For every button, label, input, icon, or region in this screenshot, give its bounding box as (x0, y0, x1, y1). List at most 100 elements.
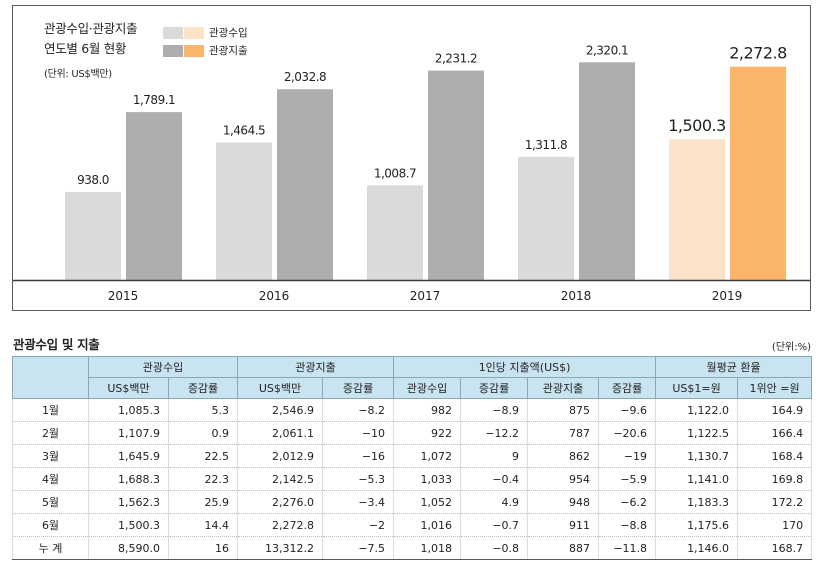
table-cell: 1,052 (393, 490, 462, 514)
table-cell: −16 (322, 444, 395, 468)
table-cell: 22.5 (167, 444, 239, 468)
expense-value-label: 2,231.2 (435, 52, 477, 66)
table-row: 3월 1,645.9 22.5 2,012.9 −16 1,072 9 862 −19 1,130… (12, 444, 813, 468)
table-cell: 8,590.0 (88, 536, 169, 560)
table-cell: 1,085.3 (88, 398, 169, 422)
bar-expense (126, 112, 182, 280)
income-value-label: 1,464.5 (223, 124, 265, 138)
legend-income-label: 관광수입 (209, 27, 248, 39)
table-cell: −0.7 (460, 513, 529, 537)
row-label: 5월 (12, 490, 89, 514)
table-row: 4월 1,688.3 22.3 2,142.5 −5.3 1,033 −0.4 954 −5.9… (12, 467, 813, 491)
table-cell: −9.6 (598, 398, 657, 422)
chart-unit-label: (단위: US$백만) (44, 69, 112, 80)
table-cell: −6.2 (598, 490, 657, 514)
table-cell: 787 (527, 421, 600, 445)
table-cell: 169.8 (737, 467, 813, 491)
table-cell: 4.9 (460, 490, 529, 514)
table-cell: 5.3 (167, 398, 239, 422)
table-cell: 1,033 (393, 467, 462, 491)
table-cell: 1,146.0 (655, 536, 739, 560)
table-cell: 1,500.3 (88, 513, 169, 537)
header-expense: 관광지출 (237, 356, 395, 378)
bar-income (669, 139, 725, 280)
subheader-cell: US$1=원 (655, 377, 739, 399)
legend-expense-swatch-highlight (184, 44, 204, 57)
table-cell: 1,016 (393, 513, 462, 537)
expense-value-label: 2,032.8 (284, 70, 326, 84)
table-cell: 1,175.6 (655, 513, 739, 537)
table-cell: 2,546.9 (237, 398, 324, 422)
income-value-label: 1,311.8 (525, 138, 567, 152)
table-cell: −0.8 (460, 536, 529, 560)
bar-expense (730, 66, 786, 280)
table-cell: −5.9 (598, 467, 657, 491)
table-cell: 2,142.5 (237, 467, 324, 491)
table-cell: −12.2 (460, 421, 529, 445)
table-cell: 1,183.3 (655, 490, 739, 514)
legend-expense-swatch (163, 44, 183, 57)
table-cell: 1,018 (393, 536, 462, 560)
table-body: 1월 1,085.3 5.3 2,546.9 −8.2 982 −8.9 875 −9.6 1,1… (12, 398, 813, 560)
table-cell: −19 (598, 444, 657, 468)
table-title: 관광수입 및 지출 (13, 337, 100, 352)
bar-expense (428, 70, 484, 280)
table-cell: −0.4 (460, 467, 529, 491)
table-cell: 14.4 (167, 513, 239, 537)
table-cell: −2 (322, 513, 395, 537)
subheader-cell: 증감률 (598, 377, 657, 399)
table-cell: 22.3 (167, 467, 239, 491)
table-cell: 1,645.9 (88, 444, 169, 468)
table-group-header-row: 관광수입 관광지출 1인당 지출액(US$) 월평균 환율 (12, 356, 813, 399)
table-cell: −11.8 (598, 536, 657, 560)
x-tick-label: 2016 (259, 289, 290, 303)
chart-panel: 관광수입·관광지출 연도별 6월 현황 (단위: US$백만) 관광수입 관광지… (12, 5, 811, 311)
table-cell: 1,107.9 (88, 421, 169, 445)
subheader-cell: US$백만 (237, 377, 324, 399)
legend-income: 관광수입 (163, 25, 248, 40)
table-row: 2월 1,107.9 0.9 2,061.1 −10 922 −12.2 787 −20.6 1,… (12, 421, 813, 445)
bar-chart: 938.0 1,789.1 2015 1,464.5 2,032.8 2016 1,008.… (13, 43, 810, 303)
table-cell: 948 (527, 490, 600, 514)
table-cell: 875 (527, 398, 600, 422)
table-row: 1월 1,085.3 5.3 2,546.9 −8.2 982 −8.9 875 −9.6 1,1… (12, 398, 813, 422)
table-cell: 1,122.5 (655, 421, 739, 445)
table-cell: 2,272.8 (237, 513, 324, 537)
subheader-cell: 관광수입 (393, 377, 462, 399)
expense-value-label: 2,272.8 (729, 44, 787, 63)
table-cell: 1,562.3 (88, 490, 169, 514)
legend-expense-label: 관광지출 (209, 45, 248, 57)
chart-subtitle: 연도별 6월 현황 (44, 41, 127, 56)
subheader-cell: 증감률 (460, 377, 529, 399)
subheader-cell: US$백만 (88, 377, 169, 399)
bar-income (216, 142, 272, 280)
x-tick-label: 2018 (561, 289, 592, 303)
row-label: 4월 (12, 467, 89, 491)
subheader-cell: 증감률 (167, 377, 239, 399)
subheader-cell: 1위안 =원 (737, 377, 813, 399)
chart-title: 관광수입·관광지출 (44, 21, 138, 36)
table-cell: −20.6 (598, 421, 657, 445)
legend-income-swatch (163, 26, 183, 39)
subheader-cell: 증감률 (322, 377, 395, 399)
table-cell: 2,012.9 (237, 444, 324, 468)
x-tick-label: 2015 (108, 289, 139, 303)
table-cell: −7.5 (322, 536, 395, 560)
row-label: 누 계 (12, 536, 89, 560)
header-per-capita: 1인당 지출액(US$) (393, 356, 657, 378)
table-cell: 166.4 (737, 421, 813, 445)
header-exchange-rate: 월평균 환율 (655, 356, 813, 378)
x-tick-label: 2017 (410, 289, 441, 303)
x-tick-label: 2019 (712, 289, 743, 303)
bar-expense (579, 62, 635, 280)
subheader-cell: 관광지출 (527, 377, 600, 399)
legend-income-swatch-highlight (184, 26, 204, 39)
table-cell: −8.9 (460, 398, 529, 422)
table-cell: 862 (527, 444, 600, 468)
expense-value-label: 1,789.1 (133, 93, 175, 107)
table-cell: 168.7 (737, 536, 813, 560)
table-cell: 164.9 (737, 398, 813, 422)
table-cell: 25.9 (167, 490, 239, 514)
table-row: 6월 1,500.3 14.4 2,272.8 −2 1,016 −0.7 911 −8.8 1,… (12, 513, 813, 537)
table-row: 5월 1,562.3 25.9 2,276.0 −3.4 1,052 4.9 948 −6.2 1… (12, 490, 813, 514)
